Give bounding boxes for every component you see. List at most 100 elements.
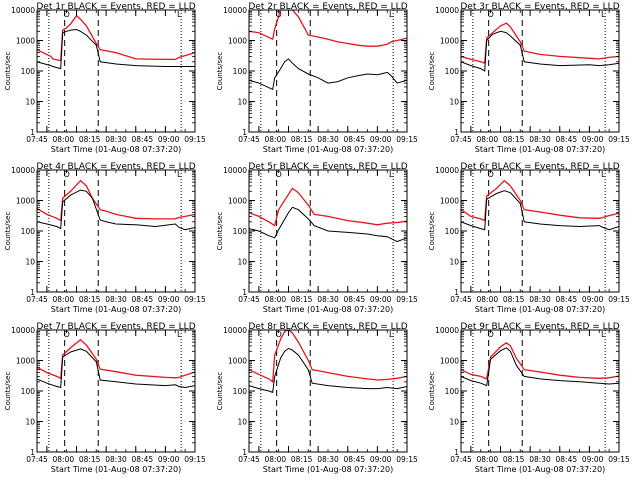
plot-frame	[36, 169, 196, 293]
y-axis-label: Counts/sec	[216, 372, 224, 411]
y-tick-label: 1000	[228, 37, 247, 46]
x-tick-label: 08:00	[53, 135, 75, 144]
marker-L: L	[389, 170, 394, 179]
x-tick-label: 08:00	[265, 135, 287, 144]
x-tick-label: 09:15	[184, 295, 206, 304]
x-tick-label: 09:00	[582, 295, 604, 304]
x-tick-label: 08:45	[344, 295, 366, 304]
x-tick-label: 08:15	[503, 135, 525, 144]
x-tick-label: 08:30	[529, 295, 551, 304]
y-tick-label: 10000	[435, 6, 459, 15]
y-tick-label: 100	[21, 227, 36, 236]
lld-series-line	[461, 179, 619, 222]
y-tick-label: 100	[21, 67, 36, 76]
y-tick-label: 1000	[16, 37, 35, 46]
events-series-line	[461, 347, 619, 387]
marker-L: L	[601, 10, 606, 19]
x-tick-label: 08:00	[265, 295, 287, 304]
lld-series-line	[37, 179, 195, 222]
y-tick-label: 10000	[435, 166, 459, 175]
x-tick-label: 07:45	[450, 135, 472, 144]
y-tick-label: 1000	[440, 37, 459, 46]
panel-title: Det 5r BLACK = Events, RED = LLD	[248, 162, 407, 172]
panel-4: 1 10 100 1000 10000 07:45 08:00 08:15 08:30 08:45…	[4, 162, 206, 314]
y-tick-label: 100	[21, 387, 36, 396]
marker-L: L	[601, 330, 606, 339]
y-tick-label: 10000	[223, 166, 247, 175]
marker-O: O	[487, 330, 493, 339]
y-tick-label: 10	[237, 258, 247, 267]
lld-series-line	[249, 330, 407, 384]
plot-frame	[460, 169, 620, 293]
x-tick-label: 09:15	[608, 295, 630, 304]
y-tick-label: 1	[242, 128, 247, 137]
marker-O: O	[275, 330, 281, 339]
y-axis-label: Counts/sec	[428, 212, 436, 251]
y-tick-label: 10	[449, 258, 459, 267]
y-tick-label: 100	[445, 227, 460, 236]
panel-8: 1 10 100 1000 10000 07:45 08:00 08:15 08:30 08:45…	[216, 322, 418, 474]
marker-L: L	[177, 330, 182, 339]
panel-title: Det 2r BLACK = Events, RED = LLD	[248, 2, 407, 12]
x-tick-label: 08:15	[79, 295, 101, 304]
x-tick-label: 08:30	[317, 295, 339, 304]
x-tick-label: 07:45	[26, 455, 48, 464]
y-tick-label: 10	[237, 418, 247, 427]
y-tick-label: 10000	[223, 6, 247, 15]
panel-2: 1 10 100 1000 10000 07:45 08:00 08:15 08:30 08:45…	[216, 2, 418, 154]
x-tick-label: 08:15	[503, 455, 525, 464]
x-tick-label: 08:15	[291, 135, 313, 144]
events-series-line	[461, 190, 619, 231]
lld-series-line	[37, 14, 195, 62]
x-axis-label: Start Time (01-Aug-08 07:37:20)	[475, 145, 606, 154]
marker-L: L	[177, 10, 182, 19]
y-axis-label: Counts/sec	[4, 212, 12, 251]
events-series-line	[37, 189, 195, 231]
x-axis-label: Start Time (01-Aug-08 07:37:20)	[263, 465, 394, 474]
x-tick-label: 08:45	[556, 295, 578, 304]
x-tick-label: 08:30	[529, 455, 551, 464]
y-tick-label: 10	[449, 98, 459, 107]
x-tick-label: 09:00	[370, 295, 392, 304]
x-tick-label: 08:45	[344, 455, 366, 464]
x-tick-label: 09:15	[396, 135, 418, 144]
y-tick-label: 1000	[440, 197, 459, 206]
y-tick-label: 100	[233, 67, 248, 76]
x-tick-label: 09:15	[396, 295, 418, 304]
x-axis-label: Start Time (01-Aug-08 07:37:20)	[51, 145, 182, 154]
x-tick-label: 08:45	[556, 455, 578, 464]
y-tick-label: 1	[454, 448, 459, 457]
plot-frame	[460, 329, 620, 453]
marker-O: O	[63, 170, 69, 179]
y-axis-label: Counts/sec	[4, 372, 12, 411]
y-axis-label: Counts/sec	[216, 212, 224, 251]
y-tick-label: 1	[30, 288, 35, 297]
x-tick-label: 07:45	[238, 135, 260, 144]
y-tick-label: 1000	[440, 357, 459, 366]
x-tick-label: 08:45	[132, 295, 154, 304]
x-tick-label: 09:15	[396, 455, 418, 464]
x-tick-label: 07:45	[238, 455, 260, 464]
y-tick-label: 1	[30, 128, 35, 137]
x-tick-label: 09:15	[608, 455, 630, 464]
x-tick-label: 09:00	[158, 135, 180, 144]
y-tick-label: 1	[454, 288, 459, 297]
x-tick-label: 08:00	[53, 295, 75, 304]
x-tick-label: 08:15	[291, 455, 313, 464]
x-tick-label: 09:15	[184, 135, 206, 144]
y-tick-label: 1000	[16, 357, 35, 366]
x-axis-label: Start Time (01-Aug-08 07:37:20)	[263, 305, 394, 314]
x-tick-label: 08:30	[105, 135, 127, 144]
x-tick-label: 08:00	[53, 455, 75, 464]
marker-O: O	[275, 170, 281, 179]
lld-series-line	[37, 338, 195, 380]
x-tick-label: 09:00	[158, 455, 180, 464]
x-axis-label: Start Time (01-Aug-08 07:37:20)	[263, 145, 394, 154]
events-series-line	[37, 28, 195, 70]
y-tick-label: 1	[242, 448, 247, 457]
y-tick-label: 10000	[223, 326, 247, 335]
panel-1: 1 10 100 1000 10000 07:45 08:00 08:15 08:30 08:45…	[4, 2, 206, 154]
x-tick-label: 09:00	[582, 455, 604, 464]
y-tick-label: 1	[242, 288, 247, 297]
